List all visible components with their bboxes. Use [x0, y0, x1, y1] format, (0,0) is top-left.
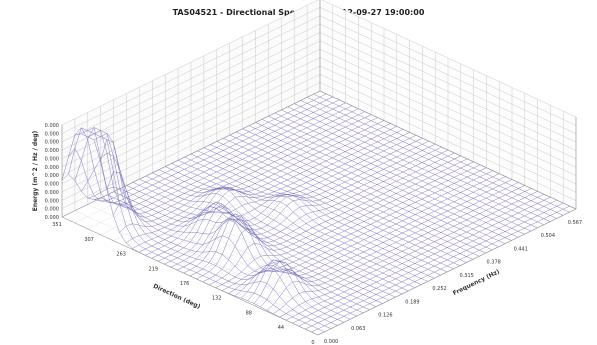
surface-line-frequency	[139, 178, 396, 298]
frame-edge	[61, 90, 321, 218]
back-walls	[61, 0, 577, 218]
surface-line-frequency	[100, 197, 357, 317]
frequency-tick-label: 0.441	[514, 246, 528, 252]
surface-line-frequency	[229, 134, 486, 254]
energy-tick-label: 0.000	[45, 131, 59, 137]
surface-line-frequency	[171, 163, 428, 282]
frequency-tick-label: 0.315	[460, 273, 474, 279]
surface-line-frequency	[236, 131, 493, 251]
energy-tick-label: 0.000	[45, 148, 59, 154]
surface-line-frequency	[165, 166, 422, 285]
surface-line-frequency	[261, 119, 519, 238]
surface-line-frequency	[306, 97, 564, 216]
surface-line-frequency	[152, 172, 409, 292]
surface-line-frequency	[190, 153, 448, 273]
energy-tick-label: 0.000	[45, 198, 59, 204]
direction-tick-label: 176	[180, 281, 190, 287]
surface-line-frequency	[68, 127, 325, 333]
energy-tick-label: 0.000	[45, 190, 59, 196]
frame-edge	[317, 208, 577, 336]
surface-line-frequency	[294, 103, 551, 222]
surface-line-frequency	[107, 194, 364, 314]
frequency-tick-label: 0.252	[432, 286, 446, 292]
surface-line-frequency	[119, 188, 377, 307]
frequency-tick-label: 0.567	[568, 220, 582, 226]
frequency-tick-label: 0.000	[324, 339, 338, 345]
surface-line-frequency	[126, 185, 383, 304]
surface-line-frequency	[158, 169, 415, 288]
direction-tick-label: 0	[311, 340, 314, 345]
surface-line-frequency	[300, 100, 557, 219]
direction-tick-label: 44	[278, 325, 284, 331]
direction-tick-label: 307	[84, 237, 94, 243]
surface-line-frequency	[87, 186, 344, 323]
wall-gridline-h	[61, 0, 577, 126]
surface-line-frequency	[223, 138, 480, 257]
surface-line-frequency	[145, 175, 403, 295]
energy-tick-label: 0.000	[45, 123, 59, 129]
direction-tick-label: 351	[52, 222, 62, 228]
surface-line-frequency	[210, 144, 467, 263]
surface-line-frequency	[94, 199, 351, 320]
direction-tick-label: 219	[149, 266, 159, 272]
energy-tick-label: 0.000	[45, 140, 59, 146]
surface-line-frequency	[268, 115, 525, 235]
surface-line-frequency	[274, 112, 532, 232]
energy-tick-label: 0.000	[45, 157, 59, 163]
frequency-tick-label: 0.378	[487, 260, 501, 266]
direction-tick-label: 263	[116, 252, 126, 258]
direction-tick-label: 88	[246, 310, 252, 316]
energy-axis-label: Energy (m^2 / Hz / deg)	[32, 130, 39, 211]
frame-edge	[319, 90, 577, 210]
surface-line-frequency	[281, 109, 538, 229]
surface-line-frequency	[242, 128, 499, 248]
surface-line-frequency	[248, 125, 506, 244]
surface-line-frequency	[177, 160, 435, 279]
frequency-tick-label: 0.063	[351, 326, 365, 332]
surface-line-frequency	[197, 150, 454, 270]
tick-labels: 044881321762192633073510.0000.0630.1260.…	[45, 123, 582, 345]
surface-line-frequency	[74, 127, 332, 329]
surface-line-frequency	[216, 141, 473, 260]
direction-axis-label: Direction (deg)	[152, 283, 202, 311]
frequency-tick-label: 0.189	[405, 299, 419, 305]
frame-edge	[61, 216, 319, 336]
energy-tick-label: 0.000	[45, 173, 59, 179]
surface-line-frequency	[255, 122, 512, 241]
energy-tick-label: 0.000	[45, 182, 59, 188]
frequency-tick-label: 0.126	[378, 313, 392, 319]
energy-tick-label: 0.000	[45, 165, 59, 171]
surface-line-frequency	[313, 93, 570, 213]
energy-tick-label: 0.000	[45, 215, 59, 221]
axis-frame	[61, 0, 577, 336]
direction-tick-label: 132	[212, 296, 222, 302]
frequency-tick-label: 0.504	[541, 233, 555, 239]
surface-line-frequency	[287, 106, 544, 226]
surface-line-frequency	[132, 182, 390, 301]
surface-line-frequency	[203, 147, 461, 266]
energy-tick-label: 0.000	[45, 207, 59, 213]
surface-line-frequency	[113, 191, 370, 311]
surface-line-frequency	[184, 156, 441, 276]
surface-line-frequency	[81, 152, 338, 326]
spectrum-surface	[61, 90, 577, 336]
